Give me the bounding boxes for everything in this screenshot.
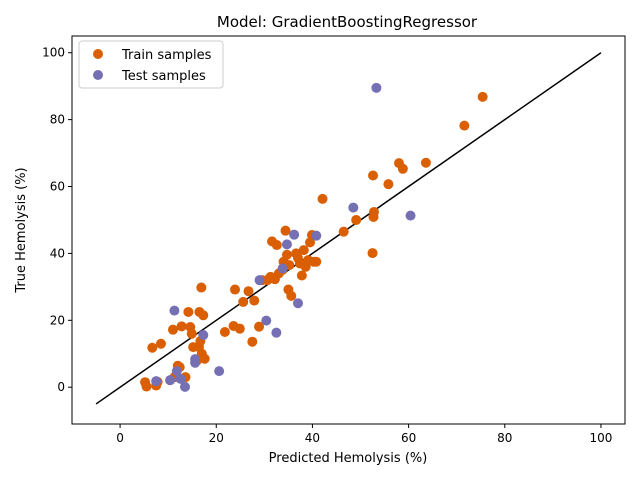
test-point	[277, 263, 288, 274]
train-point	[311, 256, 322, 267]
train-point	[249, 295, 260, 306]
test-point	[405, 210, 416, 221]
train-point	[147, 342, 158, 353]
x-axis-ticks: 0 20 40 60 80 100	[116, 424, 612, 445]
test-point	[293, 298, 304, 309]
train-point	[459, 120, 470, 131]
chart-title: Model: GradientBoostingRegressor	[217, 13, 478, 31]
train-point	[183, 306, 194, 317]
train-point	[271, 240, 282, 251]
test-point	[271, 327, 282, 338]
y-tick-label: 20	[50, 313, 65, 327]
train-point	[397, 163, 408, 174]
legend: Train samples Test samples	[78, 40, 224, 89]
test-point	[348, 202, 359, 213]
train-point	[286, 290, 297, 301]
train-point	[234, 323, 245, 334]
test-point	[214, 366, 225, 377]
test-point	[198, 330, 209, 341]
y-tick-label: 40	[50, 246, 65, 260]
x-tick-label: 80	[497, 431, 512, 445]
train-point	[368, 206, 379, 217]
test-point	[190, 357, 201, 368]
legend-train-marker	[93, 49, 103, 59]
legend-box	[78, 40, 224, 89]
legend-test-marker	[93, 70, 103, 80]
train-point	[243, 286, 254, 297]
plot-area-frame	[71, 35, 626, 425]
train-point	[199, 353, 210, 364]
train-point	[196, 282, 207, 293]
train-point	[281, 249, 292, 260]
test-point	[151, 376, 162, 387]
train-point	[296, 270, 307, 281]
train-point	[155, 338, 166, 349]
legend-test-label: Test samples	[121, 69, 206, 84]
train-point	[238, 296, 249, 307]
test-point	[171, 366, 182, 377]
plot-marks	[95, 52, 602, 405]
y-tick-label: 100	[42, 46, 65, 60]
test-point	[180, 381, 191, 392]
train-point	[368, 170, 379, 181]
x-tick-label: 40	[305, 431, 320, 445]
train-point	[351, 214, 362, 225]
test-point	[371, 82, 382, 93]
test-point	[169, 305, 180, 316]
train-point	[186, 328, 197, 339]
train-point	[420, 157, 431, 168]
test-point	[175, 373, 186, 384]
test-point	[254, 275, 265, 286]
train-point	[230, 284, 241, 295]
train-point	[317, 193, 328, 204]
x-axis-label: Predicted Hemolysis (%)	[269, 451, 428, 466]
train-point	[141, 381, 152, 392]
legend-train-label: Train samples	[121, 48, 212, 63]
y-tick-label: 80	[50, 113, 65, 127]
reference-line	[95, 52, 602, 405]
y-tick-label: 0	[57, 380, 65, 394]
y-tick-label: 60	[50, 180, 65, 194]
train-point	[198, 310, 209, 321]
test-point	[261, 315, 272, 326]
train-point	[298, 245, 309, 256]
train-point	[176, 321, 187, 332]
x-tick-label: 60	[401, 431, 416, 445]
train-point	[167, 324, 178, 335]
test-point	[311, 230, 322, 241]
y-axis-label: True Hemolysis (%)	[14, 167, 29, 293]
test-point	[281, 239, 292, 250]
train-point	[247, 336, 258, 347]
train-point	[383, 179, 394, 190]
train-point	[338, 226, 349, 237]
train-point	[477, 91, 488, 102]
x-tick-label: 100	[590, 431, 613, 445]
train-point	[254, 321, 265, 332]
train-point	[280, 225, 291, 236]
test-point	[289, 229, 300, 240]
x-tick-label: 0	[116, 431, 124, 445]
train-point	[367, 248, 378, 259]
test-point	[165, 375, 176, 386]
x-tick-label: 20	[209, 431, 224, 445]
y-axis-ticks: 0 20 40 60 80 100	[42, 46, 72, 394]
train-point	[219, 327, 230, 338]
